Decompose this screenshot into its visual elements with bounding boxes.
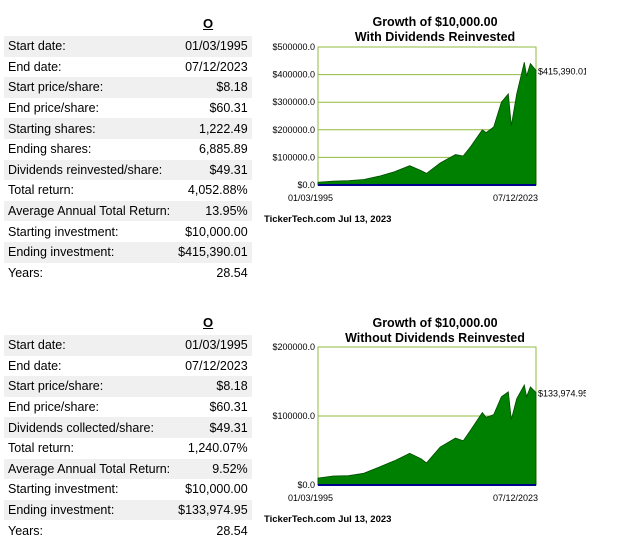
stat-label: Ending investment: [4, 241, 175, 263]
stats-row: Start date: 01/03/1995 [4, 335, 252, 356]
stat-label: Starting shares: [4, 118, 175, 139]
ticker-symbol[interactable]: O [203, 16, 214, 31]
stats-row: Years: 28.54 [4, 263, 252, 284]
stat-value: $60.31 [209, 400, 248, 415]
x-tick-label-end: 07/12/2023 [493, 193, 538, 203]
ticker-symbol[interactable]: O [203, 315, 214, 330]
stats-row: Start price/share: $8.18 [4, 77, 252, 98]
stats-row: Dividends collected/share: $49.31 [4, 417, 252, 438]
stats-row: End price/share: $60.31 [4, 98, 252, 119]
end-value-label: $415,390.01 [538, 66, 586, 76]
stat-label: End date: [8, 59, 62, 74]
stat-label: Years: [8, 523, 43, 538]
stat-value: $49.31 [174, 159, 252, 181]
chart-title-line-1: Growth of $10,000.00 [372, 15, 498, 29]
stat-value: 07/12/2023 [185, 59, 248, 74]
stat-label: Ending investment: [4, 499, 175, 521]
stat-label: Average Annual Total Return: [4, 458, 175, 480]
y-tick-label: $500000.0 [272, 42, 315, 52]
growth-chart-with-dividends: $0.0 $100000.0 $200000.0 $300000.0 $400000.0… [272, 42, 586, 203]
stat-value: $8.18 [174, 77, 252, 98]
stats-row: Total return: 1,240.07% [4, 438, 252, 459]
stats-table: Start date: 01/03/1995 End date: 07/12/2023… [4, 36, 252, 283]
stat-value: 1,222.49 [174, 118, 252, 139]
stats-row: End price/share: $60.31 [4, 397, 252, 418]
y-tick-label: $200000.0 [272, 125, 315, 135]
stat-value: $49.31 [174, 417, 252, 438]
chart-title: Growth of $10,000.00 With Dividends Rein… [320, 15, 550, 45]
x-tick-label-start: 01/03/1995 [288, 193, 333, 203]
stat-value: 07/12/2023 [185, 358, 248, 373]
y-tick-label: $400000.0 [272, 70, 315, 80]
stat-label: Total return: [8, 441, 75, 456]
stats-row: Starting investment: $10,000.00 [4, 221, 252, 242]
stat-label: Start price/share: [4, 376, 175, 397]
stats-row: End date: 07/12/2023 [4, 356, 252, 377]
stats-row: Average Annual Total Return: 13.95% [4, 200, 252, 222]
y-tick-label: $100000.0 [272, 411, 315, 421]
stat-label: Total return: [8, 183, 75, 198]
stats-row: Dividends reinvested/share: $49.31 [4, 159, 252, 181]
y-tick-label: $100000.0 [272, 152, 315, 162]
stat-label: Dividends reinvested/share: [4, 159, 175, 181]
stats-row: Years: 28.54 [4, 520, 252, 541]
chart-credit: TickerTech.com Jul 13, 2023 [264, 214, 392, 225]
y-tick-label: $0.0 [297, 180, 315, 190]
stat-value: $415,390.01 [174, 241, 252, 263]
stats-row: End date: 07/12/2023 [4, 57, 252, 78]
x-tick-label-end: 07/12/2023 [493, 493, 538, 503]
stat-value: 28.54 [216, 265, 248, 280]
stats-row: Ending shares: 6,885.89 [4, 139, 252, 160]
stat-value: 1,240.07% [187, 441, 248, 456]
y-tick-label: $200000.0 [272, 342, 315, 352]
chart-title-line-1: Growth of $10,000.00 [372, 316, 498, 330]
stats-row: Starting shares: 1,222.49 [4, 118, 252, 139]
chart-title-line-2: With Dividends Reinvested [354, 30, 516, 44]
stat-value: 6,885.89 [199, 142, 248, 157]
stat-label: Ending shares: [8, 142, 92, 157]
stat-value: $10,000.00 [185, 482, 248, 497]
growth-chart-without-dividends: $0.0 $100000.0 $200000.0 $133,974.95 01/03/1… [272, 342, 586, 503]
stat-value: 01/03/1995 [174, 36, 252, 57]
stat-label: Average Annual Total Return: [4, 200, 175, 222]
stat-value: $10,000.00 [185, 224, 248, 239]
end-value-label: $133,974.95 [538, 389, 586, 399]
area-series [317, 383, 537, 486]
stats-row: Ending investment: $415,390.01 [4, 241, 252, 263]
stats-row: Start date: 01/03/1995 [4, 36, 252, 57]
stat-label: Starting investment: [8, 482, 119, 497]
stat-label: End date: [8, 358, 62, 373]
stat-value: 28.54 [216, 523, 248, 538]
chart-title: Growth of $10,000.00 Without Dividends R… [320, 316, 550, 346]
stat-label: Start date: [4, 335, 175, 356]
chart-credit: TickerTech.com Jul 13, 2023 [264, 514, 392, 525]
stat-value: 9.52% [174, 458, 252, 480]
stat-label: End price/share: [8, 101, 100, 116]
stat-label: Start price/share: [4, 77, 175, 98]
stats-row: Total return: 4,052.88% [4, 180, 252, 201]
stat-label: Dividends collected/share: [4, 417, 175, 438]
stat-value: 4,052.88% [187, 183, 248, 198]
stat-label: End price/share: [8, 400, 100, 415]
stat-value: $8.18 [174, 376, 252, 397]
stat-label: Years: [8, 265, 43, 280]
stat-value: 01/03/1995 [174, 335, 252, 356]
stat-value: $133,974.95 [174, 499, 252, 521]
stat-label: Starting investment: [8, 224, 119, 239]
stat-value: $60.31 [209, 101, 248, 116]
stats-row: Start price/share: $8.18 [4, 376, 252, 397]
stats-table: Start date: 01/03/1995 End date: 07/12/2023… [4, 335, 252, 541]
stats-row: Ending investment: $133,974.95 [4, 499, 252, 521]
y-tick-label: $0.0 [297, 480, 315, 490]
chart-title-line-2: Without Dividends Reinvested [345, 331, 525, 345]
stat-value: 13.95% [174, 200, 252, 222]
stat-label: Start date: [4, 36, 175, 57]
y-tick-label: $300000.0 [272, 97, 315, 107]
stats-row: Average Annual Total Return: 9.52% [4, 458, 252, 480]
x-tick-label-start: 01/03/1995 [288, 493, 333, 503]
area-series [317, 62, 537, 186]
stats-row: Starting investment: $10,000.00 [4, 479, 252, 500]
